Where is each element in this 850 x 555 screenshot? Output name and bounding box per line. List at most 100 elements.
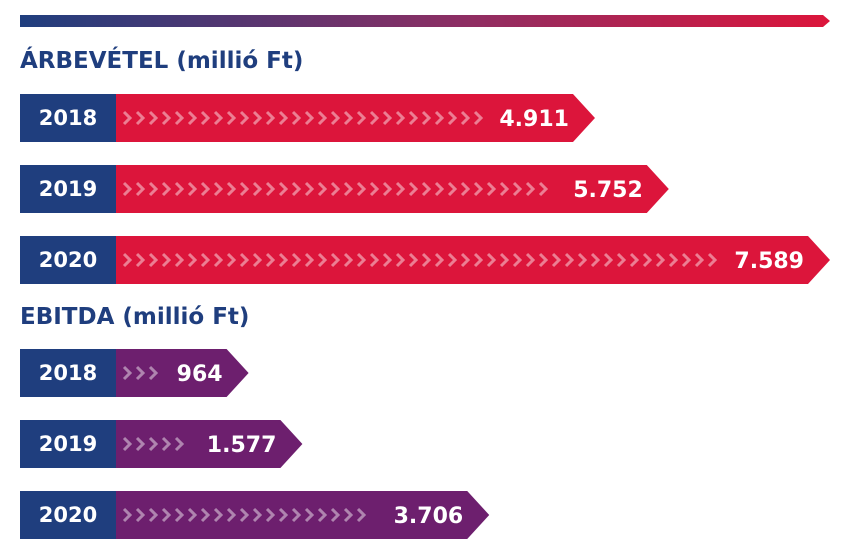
chevron-icon — [304, 252, 315, 268]
chevron-icon — [135, 252, 146, 268]
chevron-icon — [434, 181, 445, 197]
chevron-icon — [226, 181, 237, 197]
chevron-icon — [200, 507, 211, 523]
chevron-icon — [187, 110, 198, 126]
chevron-icon — [291, 181, 302, 197]
chevron-icon — [681, 252, 692, 268]
chevron-icon — [512, 252, 523, 268]
chevron-icon — [330, 110, 341, 126]
chevron-icon — [525, 181, 536, 197]
chevron-icon — [148, 110, 159, 126]
value-label: 3.706 — [394, 504, 464, 529]
chevron-icon — [382, 110, 393, 126]
ebitda-bar-row: 3.706 — [116, 491, 490, 539]
chevron-icon — [252, 110, 263, 126]
chevron-icon — [174, 181, 185, 197]
chevron-icon — [226, 252, 237, 268]
chevron-icon — [200, 181, 211, 197]
chevron-icon — [408, 181, 419, 197]
chevron-icon — [252, 181, 263, 197]
chevron-icon — [356, 507, 367, 523]
chevron-icon — [330, 507, 341, 523]
chevron-icon — [317, 252, 328, 268]
chevron-icon — [330, 181, 341, 197]
bar — [116, 491, 490, 539]
chevron-icon — [499, 252, 510, 268]
chevron-icon — [213, 181, 224, 197]
chevron-icon — [447, 110, 458, 126]
chevron-icon — [278, 252, 289, 268]
chevron-icon — [486, 181, 497, 197]
chevron-icon — [668, 252, 679, 268]
ebitda-bar-row: 964 — [116, 349, 249, 397]
bar — [116, 236, 830, 284]
chevron-icon — [239, 181, 250, 197]
chevron-icon — [265, 252, 276, 268]
chevron-icon — [291, 507, 302, 523]
value-label: 7.589 — [734, 249, 804, 274]
chevron-icon — [304, 507, 315, 523]
revenue-bar-row: 4.911 — [116, 94, 595, 142]
chevron-icon — [252, 507, 263, 523]
chevron-icon — [629, 252, 640, 268]
chevron-icon — [369, 252, 380, 268]
chevron-icon — [148, 507, 159, 523]
year-label: 2018 — [20, 349, 116, 397]
chevron-icon — [161, 507, 172, 523]
chevron-icon — [343, 181, 354, 197]
chevron-icon — [148, 252, 159, 268]
chevron-icon — [343, 252, 354, 268]
chevron-icon — [421, 110, 432, 126]
value-label: 5.752 — [573, 178, 643, 203]
bar — [116, 94, 595, 142]
chevron-icon — [564, 252, 575, 268]
chevron-icon — [122, 110, 133, 126]
chevron-icon — [577, 252, 588, 268]
chevron-icon — [382, 252, 393, 268]
year-label: 2019 — [20, 420, 116, 468]
ebitda-bar-row: 1.577 — [116, 420, 303, 468]
chevron-icon — [421, 252, 432, 268]
chevron-icon — [603, 252, 614, 268]
chevron-icon — [317, 181, 328, 197]
chevron-icon — [317, 507, 328, 523]
chevron-icon — [187, 507, 198, 523]
year-label: 2020 — [20, 491, 116, 539]
chevron-icon — [187, 181, 198, 197]
chevron-icon — [694, 252, 705, 268]
chevron-icon — [395, 252, 406, 268]
chevron-icon — [174, 110, 185, 126]
chevron-icon — [291, 252, 302, 268]
chevron-icon — [213, 110, 224, 126]
chevron-icon — [356, 181, 367, 197]
bar — [116, 349, 249, 397]
chevron-icon — [616, 252, 627, 268]
chevron-icon — [304, 110, 315, 126]
chevron-icon — [408, 110, 419, 126]
chevron-icon — [135, 181, 146, 197]
chevron-icon — [356, 110, 367, 126]
chevron-icon — [174, 436, 185, 452]
chevron-icon — [265, 507, 276, 523]
chevron-icon — [538, 252, 549, 268]
chevron-icon — [213, 507, 224, 523]
chevron-icon — [343, 507, 354, 523]
chevron-icon — [408, 252, 419, 268]
chevron-icon — [395, 110, 406, 126]
chevron-icon — [174, 507, 185, 523]
chevron-icon — [135, 365, 146, 381]
chevron-icon — [252, 252, 263, 268]
chevron-icon — [174, 252, 185, 268]
value-label: 1.577 — [207, 433, 277, 458]
header-gradient-rule — [20, 15, 830, 27]
chevron-icon — [148, 365, 159, 381]
chevron-icon — [343, 110, 354, 126]
chevron-icon — [161, 252, 172, 268]
chevron-icon — [122, 181, 133, 197]
chevron-icon — [551, 252, 562, 268]
chevron-icon — [291, 110, 302, 126]
year-label: 2018 — [20, 94, 116, 142]
year-label: 2020 — [20, 236, 116, 284]
revenue-bar-row: 7.589 — [116, 236, 830, 284]
